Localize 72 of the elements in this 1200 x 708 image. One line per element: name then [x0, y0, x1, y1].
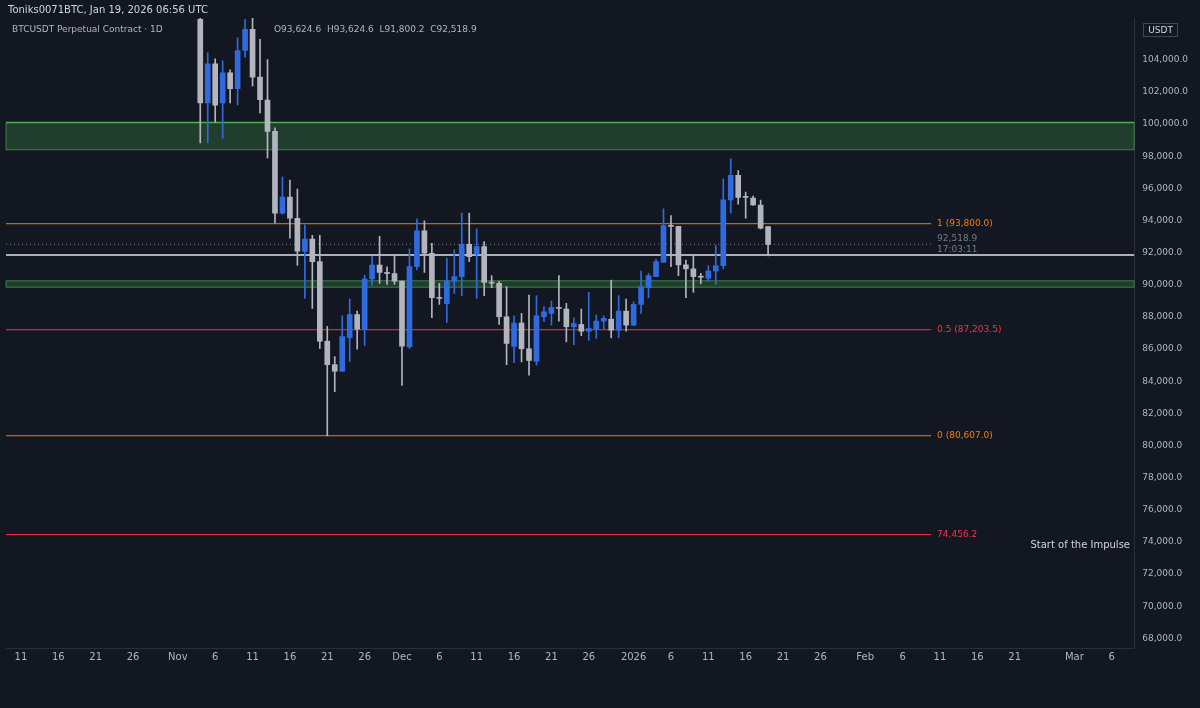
y-tick-label: 88,000.0 — [1142, 311, 1183, 322]
x-tick-label: 11 — [470, 650, 484, 662]
y-tick-label: 86,000.0 — [1142, 343, 1183, 354]
y-tick-label: 68,000.0 — [1142, 632, 1183, 643]
y-tick-label: 104,000.0 — [1142, 54, 1189, 65]
x-tick-label: 26 — [126, 650, 140, 662]
y-axis-title: USDT — [1143, 23, 1178, 37]
x-tick-label: 6 — [436, 650, 443, 662]
y-tick-label: 96,000.0 — [1142, 182, 1183, 193]
x-tick-label: 21 — [89, 650, 103, 662]
y-tick-label: 102,000.0 — [1142, 86, 1189, 97]
x-tick-label: Nov — [168, 650, 188, 662]
x-tick-label: 11 — [933, 650, 947, 662]
annotation: Start of the Impulse — [1030, 539, 1130, 550]
y-tick-label: 90,000.0 — [1142, 279, 1183, 290]
x-tick-label: 16 — [283, 650, 297, 662]
ref-line-label: 74,456.2 — [937, 528, 978, 539]
candlestick — [668, 215, 674, 267]
candlestick — [698, 272, 704, 284]
candlestick — [384, 266, 390, 285]
candlestick — [742, 191, 749, 219]
x-tick-label: 26 — [582, 650, 596, 662]
x-tick-label: 6 — [667, 650, 675, 662]
x-tick-label: 26 — [814, 650, 827, 662]
x-tick-label: 21 — [545, 650, 558, 662]
candlestick — [451, 249, 458, 294]
x-tick-label: 16 — [507, 650, 521, 662]
ref-line-label: 0.5 (87,203.5) — [937, 324, 1002, 335]
x-tick-label: 16 — [739, 650, 753, 662]
x-tick-label: 11 — [246, 650, 259, 662]
candlestick — [683, 259, 689, 298]
x-tick-label: 16 — [970, 650, 984, 662]
x-tick-label: 21 — [1008, 650, 1022, 662]
x-tick-label: 6 — [1108, 650, 1115, 662]
y-tick-label: 76,000.0 — [1142, 504, 1183, 515]
candlestick — [556, 275, 562, 322]
y-tick-label: 78,000.0 — [1142, 471, 1183, 482]
candlestick — [571, 317, 577, 345]
y-tick-label: 92,000.0 — [1142, 246, 1183, 257]
y-tick-label: 84,000.0 — [1142, 375, 1183, 386]
candlestick — [608, 279, 615, 339]
x-tick-label: 6 — [899, 650, 906, 662]
x-tick-label: 2026 — [620, 650, 647, 662]
candlestick — [600, 315, 607, 330]
y-tick-label: 74,000.0 — [1142, 536, 1183, 547]
x-tick-label: Dec — [392, 650, 412, 662]
y-tick-label: 72,000.0 — [1142, 568, 1183, 579]
x-tick-label: 21 — [776, 650, 790, 662]
ref-line-label: 1 (93,800.0) — [937, 218, 993, 229]
x-tick-label: 21 — [320, 650, 334, 662]
candlestick — [526, 294, 532, 376]
x-tick-label: 26 — [358, 650, 371, 662]
y-tick-label: 80,000.0 — [1142, 439, 1183, 450]
ref-line-label: 92,518.9 17:03:11 — [937, 233, 978, 255]
candlestick — [473, 228, 480, 299]
y-tick-label: 94,000.0 — [1142, 214, 1183, 225]
y-tick-label: 100,000.0 — [1142, 118, 1189, 129]
ref-line-label: 0 (80,607.0) — [937, 430, 993, 441]
text: BTCUSDT Perpetual Contract · 1D — [12, 24, 163, 34]
x-tick-label: Mar — [1064, 650, 1085, 662]
y-tick-label: 98,000.0 — [1142, 150, 1183, 161]
x-tick-label: 16 — [51, 650, 65, 662]
x-tick-label: 11 — [14, 650, 28, 662]
y-tick-label: 82,000.0 — [1142, 407, 1183, 418]
candlestick — [302, 224, 308, 299]
y-tick-label: 70,000.0 — [1142, 600, 1183, 611]
x-tick-label: Feb — [856, 650, 875, 662]
text: Toniks0071BTC, Jan 19, 2026 06:56 UTC — [8, 4, 208, 15]
x-tick-label: 11 — [701, 650, 715, 662]
x-tick-label: 6 — [212, 650, 219, 662]
text: O93,624.6 H93,624.6 L91,800.2 C92,518.9 — [274, 24, 477, 34]
candlestick — [331, 356, 338, 392]
